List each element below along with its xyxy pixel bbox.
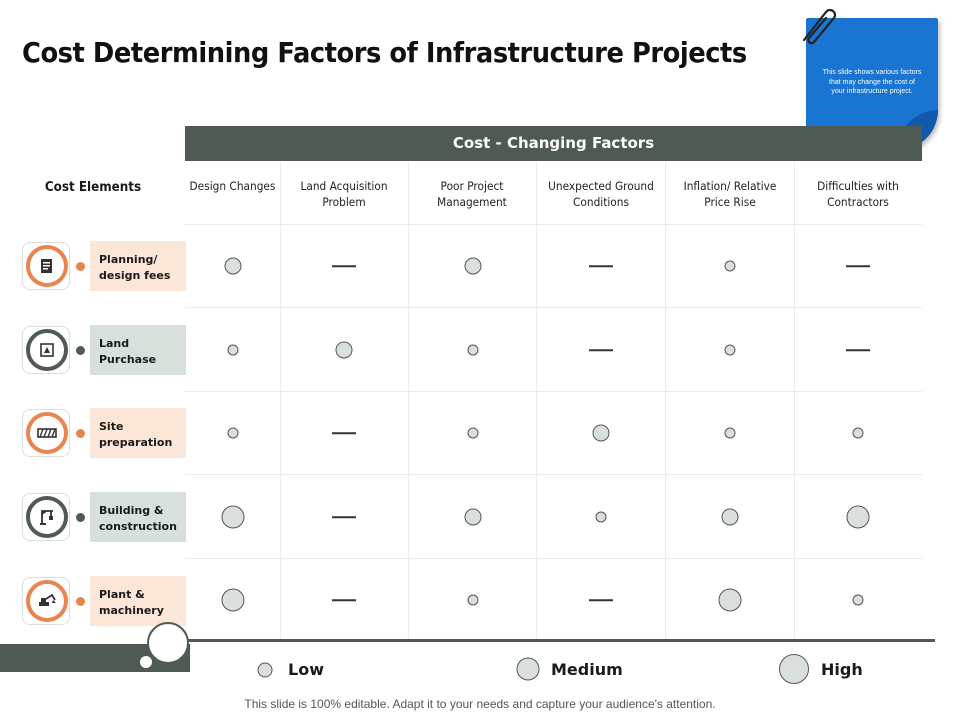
- icon-frame: [22, 242, 70, 290]
- matrix-circle-medium: [592, 424, 610, 442]
- matrix-circle-low: [852, 594, 864, 606]
- grid-divider: [185, 391, 922, 392]
- row-connector-dot: [76, 429, 85, 438]
- matrix-circle-low: [227, 427, 239, 439]
- row-label-site-preparation: Site preparation: [90, 408, 186, 458]
- excavator-icon: [26, 580, 68, 622]
- matrix-circle-medium: [335, 341, 353, 359]
- footer-note: This slide is 100% editable. Adapt it to…: [244, 697, 716, 711]
- matrix-circle-medium: [721, 508, 739, 526]
- crane-icon: [26, 496, 68, 538]
- matrix-circle-medium: [464, 257, 482, 275]
- matrix-circle-high: [221, 588, 245, 612]
- icon-frame: [22, 493, 70, 541]
- col-header-design-changes: Design Changes: [189, 179, 276, 193]
- matrix-circle-low: [724, 260, 736, 272]
- sticky-note-text: This slide shows various factors that ma…: [822, 69, 922, 95]
- icon-frame: [22, 577, 70, 625]
- matrix-circle-low: [467, 427, 479, 439]
- matrix-circle-low: [227, 344, 239, 356]
- matrix-circle-medium: [224, 257, 242, 275]
- col-header-inflation: Inflation/ Relative Price Rise: [683, 179, 777, 209]
- bottom-rule: [185, 639, 935, 642]
- matrix-dash: [589, 265, 613, 267]
- matrix-circle-high: [846, 505, 870, 529]
- grid-divider: [280, 162, 281, 640]
- matrix-dash: [332, 265, 356, 267]
- matrix-dash: [589, 349, 613, 351]
- row-connector-dot: [76, 346, 85, 355]
- matrix-dash: [846, 265, 870, 267]
- changing-factors-header: Cost - Changing Factors: [185, 126, 922, 161]
- matrix-dash: [332, 599, 356, 601]
- matrix-circle-low: [724, 427, 736, 439]
- grid-divider: [185, 558, 922, 559]
- document-icon: [26, 245, 68, 287]
- matrix-circle-high: [221, 505, 245, 529]
- legend-low-label: Low: [288, 660, 324, 679]
- matrix-dash: [846, 349, 870, 351]
- legend-high-circle: [779, 654, 809, 684]
- matrix-dash: [589, 599, 613, 601]
- decorative-ring: [138, 654, 154, 670]
- row-label-building: Building & construction: [90, 492, 186, 542]
- icon-frame: [22, 326, 70, 374]
- legend-medium-label: Medium: [551, 660, 623, 679]
- legend-medium-circle: [516, 657, 540, 681]
- decorative-ring: [147, 622, 189, 664]
- col-header-ground-conditions: Unexpected Ground Conditions: [548, 179, 654, 209]
- col-header-contractors: Difficulties with Contractors: [817, 179, 899, 209]
- matrix-circle-medium: [464, 508, 482, 526]
- land-deed-icon: [26, 329, 68, 371]
- row-label-land-purchase: Land Purchase: [90, 325, 186, 375]
- matrix-circle-low: [595, 511, 607, 523]
- col-header-land-acquisition: Land Acquisition Problem: [300, 179, 388, 209]
- page-title: Cost Determining Factors of Infrastructu…: [22, 36, 747, 69]
- matrix-dash: [332, 432, 356, 434]
- matrix-circle-low: [852, 427, 864, 439]
- grid-divider: [408, 162, 409, 640]
- matrix-circle-low: [467, 594, 479, 606]
- matrix-circle-high: [718, 588, 742, 612]
- grid-divider: [185, 307, 922, 308]
- row-label-planning: Planning/ design fees: [90, 241, 186, 291]
- grid-divider: [536, 162, 537, 640]
- col-header-poor-management: Poor Project Management: [437, 179, 507, 209]
- cost-elements-label: Cost Elements: [44, 180, 142, 195]
- row-connector-dot: [76, 597, 85, 606]
- legend-low-circle: [257, 662, 273, 678]
- paperclip-icon: [802, 8, 837, 45]
- grid-divider: [185, 224, 922, 225]
- icon-frame: [22, 409, 70, 457]
- matrix-dash: [332, 516, 356, 518]
- grid-divider: [665, 162, 666, 640]
- matrix-circle-low: [467, 344, 479, 356]
- matrix-circle-low: [724, 344, 736, 356]
- grid-divider: [185, 474, 922, 475]
- row-connector-dot: [76, 262, 85, 271]
- row-label-plant-machinery: Plant & machinery: [90, 576, 186, 626]
- legend-high-label: High: [821, 660, 863, 679]
- grid-divider: [794, 162, 795, 640]
- fence-icon: [26, 412, 68, 454]
- row-connector-dot: [76, 513, 85, 522]
